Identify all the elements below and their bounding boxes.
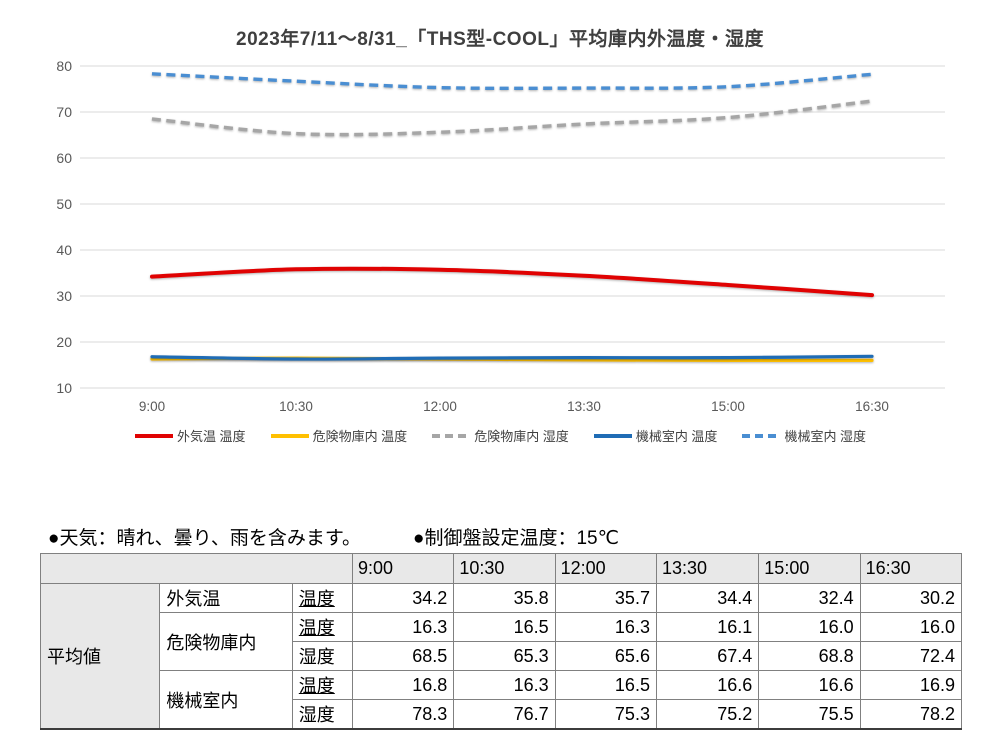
legend-item-machine-humidity: 機械室内 湿度 <box>741 426 866 445</box>
y-tick-label: 50 <box>56 196 72 212</box>
table-value: 68.5 <box>351 641 455 671</box>
table-value: 75.5 <box>758 699 861 730</box>
x-tick-label: 10:30 <box>279 399 313 414</box>
table-value: 67.4 <box>655 641 760 671</box>
table-value: 16.6 <box>655 670 760 700</box>
x-tick-label: 12:00 <box>423 399 457 414</box>
y-tick-label: 60 <box>56 150 72 166</box>
legend-label: 危険物庫内 湿度 <box>474 429 569 444</box>
x-tick-label: 15:00 <box>711 399 745 414</box>
table-value: 16.0 <box>859 612 963 642</box>
average-values-table: 9:00 10:30 12:00 13:30 15:00 16:30 平均値 外… <box>39 553 963 730</box>
legend-item-hazmat-temp: 危険物庫内 温度 <box>270 426 408 445</box>
series-line-machine-humidity <box>151 72 873 91</box>
y-tick-label: 30 <box>56 288 72 304</box>
row-metric-label: 湿度 <box>291 641 353 671</box>
table-value: 75.3 <box>554 699 657 730</box>
table-value: 76.7 <box>453 699 556 730</box>
legend-line-icon <box>593 433 632 438</box>
note-setpoint: ●制御盤設定温度：15℃ <box>413 528 619 549</box>
legend-label: 機械室内 温度 <box>635 429 718 444</box>
table-value: 16.6 <box>758 670 861 700</box>
table-value: 68.8 <box>758 641 861 671</box>
row-location-label: 機械室内 <box>159 670 293 730</box>
table-value: 35.7 <box>554 583 657 613</box>
table-value: 75.2 <box>655 699 760 730</box>
y-tick-label: 10 <box>56 380 72 396</box>
table-row: 平均値 外気温 温度 34.2 35.8 35.7 34.4 32.4 30.2 <box>39 583 963 730</box>
table-value: 16.3 <box>351 612 455 642</box>
table-value: 16.0 <box>758 612 861 642</box>
col-header-time: 13:30 <box>655 553 760 584</box>
legend-line-icon <box>742 433 781 438</box>
table-value: 32.4 <box>758 583 861 613</box>
table-value: 78.2 <box>859 699 963 730</box>
legend-item-outdoor-temp: 外気温 温度 <box>134 426 246 445</box>
row-location-label: 外気温 <box>159 583 293 613</box>
table-value: 16.8 <box>351 670 455 700</box>
table-value: 35.8 <box>453 583 556 613</box>
notes-line: ●天気：晴れ、曇り、雨を含みます。 ●制御盤設定温度：15℃ <box>48 523 619 550</box>
x-axis-tick-labels: 9:00 10:30 12:00 13:30 15:00 16:30 <box>139 399 889 414</box>
series-line-outdoor-temp <box>150 266 874 298</box>
col-header-time: 9:00 <box>351 553 455 584</box>
table-row: 湿度 78.3 76.7 75.3 75.2 75.5 78.2 <box>41 699 963 730</box>
legend-label: 外気温 温度 <box>176 429 246 444</box>
chart-title: 2023年7/11～8/31_「THS型-COOL」平均庫内外温度・湿度 <box>236 29 764 50</box>
table-value: 72.4 <box>859 641 963 671</box>
series-line-machine-temp <box>150 354 874 361</box>
gridlines <box>80 65 945 389</box>
chart-section: 10 20 30 40 50 60 70 80 9:00 10:30 12:00 13:30 15:00… <box>0 29 1000 445</box>
legend-line-icon <box>134 433 173 438</box>
row-group-label: 平均値 <box>39 583 161 730</box>
x-tick-label: 16:30 <box>855 399 889 414</box>
col-header-time: 15:00 <box>758 553 861 584</box>
y-tick-label: 80 <box>56 58 72 74</box>
y-tick-label: 70 <box>56 104 72 120</box>
table-row: 機械室内 温度 16.8 16.3 16.5 16.6 16.6 16.9 <box>41 670 963 730</box>
col-header-time: 16:30 <box>859 553 963 584</box>
table-value: 65.3 <box>453 641 556 671</box>
legend-item-hazmat-humidity: 危険物庫内 湿度 <box>431 426 569 445</box>
table-header-row: 9:00 10:30 12:00 13:30 15:00 16:30 <box>40 553 963 584</box>
table-value: 16.3 <box>554 612 657 642</box>
table-value: 16.9 <box>859 670 963 700</box>
legend-line-icon <box>432 433 471 438</box>
legend-item-machine-temp: 機械室内 温度 <box>593 426 718 445</box>
table-corner-cell <box>40 553 353 584</box>
table-value: 30.2 <box>859 583 963 613</box>
table-value: 16.5 <box>453 612 556 642</box>
col-header-time: 12:00 <box>554 553 657 584</box>
x-tick-label: 9:00 <box>139 399 165 414</box>
legend-label: 危険物庫内 温度 <box>312 429 408 444</box>
line-chart: 10 20 30 40 50 60 70 80 9:00 10:30 12:00 13:30 15:00… <box>56 58 945 414</box>
legend-line-icon <box>270 433 309 438</box>
series-line-hazmat-humidity <box>151 99 873 137</box>
table-row: 危険物庫内 温度 16.3 16.5 16.3 16.1 16.0 16.0 <box>41 612 963 671</box>
table-value: 34.4 <box>655 583 760 613</box>
table-row: 湿度 68.5 65.3 65.6 67.4 68.8 72.4 <box>41 641 963 671</box>
x-tick-label: 13:30 <box>567 399 601 414</box>
row-metric-label: 温度 <box>291 612 353 642</box>
y-axis-tick-labels: 10 20 30 40 50 60 70 80 <box>56 58 72 396</box>
table-value: 34.2 <box>351 583 455 613</box>
col-header-time: 10:30 <box>453 553 556 584</box>
y-tick-label: 40 <box>56 242 72 258</box>
legend-label: 機械室内 湿度 <box>784 429 867 444</box>
table-value: 65.6 <box>554 641 657 671</box>
row-metric-label: 湿度 <box>291 699 353 730</box>
row-location-label: 危険物庫内 <box>159 612 293 671</box>
table-value: 16.5 <box>554 670 657 700</box>
table-value: 16.1 <box>655 612 760 642</box>
row-metric-label: 温度 <box>291 670 353 700</box>
chart-legend: 外気温 温度 危険物庫内 温度 危険物庫内 湿度 機械室内 温度 機械室内 湿度 <box>0 426 1000 445</box>
note-weather: ●天気：晴れ、曇り、雨を含みます。 <box>48 528 362 549</box>
table-value: 78.3 <box>351 699 455 730</box>
y-tick-label: 20 <box>56 334 72 350</box>
row-metric-label: 温度 <box>291 583 353 613</box>
table-value: 16.3 <box>453 670 556 700</box>
